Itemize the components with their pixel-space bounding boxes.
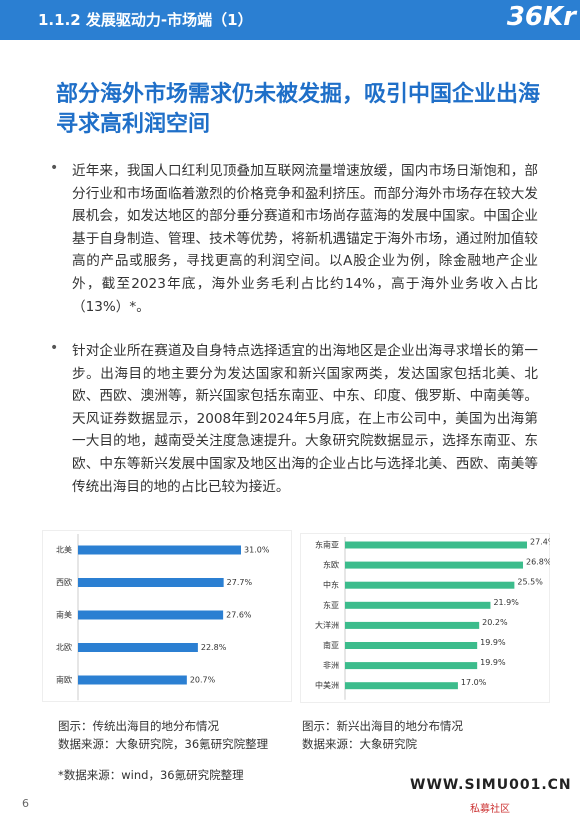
category-label: 北欧 bbox=[56, 642, 72, 652]
chart-source: 数据来源：大象研究院，36氪研究院整理 bbox=[58, 737, 269, 751]
category-label: 南美 bbox=[56, 610, 72, 620]
category-label: 中美洲 bbox=[315, 680, 339, 690]
footnote: *数据来源：wind，36氪研究院整理 bbox=[58, 768, 244, 782]
section-title: 1.1.2 发展驱动力-市场端（1） bbox=[38, 11, 253, 29]
chart-caption: 图示：传统出海目的地分布情况 bbox=[58, 719, 219, 733]
chart-frame bbox=[300, 533, 550, 703]
bar bbox=[345, 682, 458, 690]
value-label: 20.7% bbox=[190, 676, 216, 685]
category-label: 中东 bbox=[323, 580, 339, 590]
bar bbox=[78, 578, 224, 587]
bar bbox=[345, 662, 478, 670]
category-label: 大洋洲 bbox=[315, 620, 339, 630]
value-label: 27.7% bbox=[227, 578, 253, 587]
category-label: 东亚 bbox=[323, 600, 339, 610]
chart-caption: 图示：新兴出海目的地分布情况 bbox=[302, 719, 463, 733]
value-label: 27.6% bbox=[226, 611, 252, 620]
category-label: 南欧 bbox=[56, 675, 72, 685]
bar bbox=[78, 643, 198, 652]
value-label: 22.8% bbox=[201, 643, 227, 652]
watermark: 私募社区 bbox=[470, 804, 510, 815]
value-label: 27.4% bbox=[530, 538, 550, 547]
bar bbox=[78, 675, 187, 685]
value-label: 21.9% bbox=[493, 598, 519, 607]
bar bbox=[345, 621, 480, 629]
category-label: 西欧 bbox=[56, 577, 72, 587]
bullet-text: 近年来，我国人口红利见顶叠加互联网流量增速放缓，国内市场日渐饱和，部分行业和市场… bbox=[72, 163, 538, 315]
bullet-dot: • bbox=[50, 160, 59, 176]
logo: 36Kr bbox=[506, 2, 576, 32]
bullet-dot: • bbox=[50, 340, 59, 356]
chart: 东南亚 27.4% 东欧 26.8% 中东 25.5% 东亚 21.9% 大洋洲 20.2% 南亚 1… bbox=[300, 533, 550, 703]
page-number: 6 bbox=[22, 797, 29, 810]
bar bbox=[78, 545, 241, 555]
value-label: 20.2% bbox=[482, 618, 508, 627]
bar bbox=[345, 642, 478, 649]
watermark: WWW.SIMU001.CN bbox=[410, 777, 572, 793]
bar bbox=[345, 541, 527, 549]
category-label: 东南亚 bbox=[315, 540, 339, 550]
bullet-text: 针对企业所在赛道及自身特点选择适宜的出海地区是企业出海寻求增长的第一步。出海目的… bbox=[72, 343, 538, 495]
value-label: 19.9% bbox=[480, 658, 506, 667]
value-label: 17.0% bbox=[461, 678, 487, 687]
category-label: 非洲 bbox=[323, 660, 339, 670]
value-label: 19.9% bbox=[480, 638, 506, 647]
page-title: 部分海外市场需求仍未被发掘，吸引中国企业出海寻求高利润空间 bbox=[56, 82, 541, 137]
category-label: 东欧 bbox=[323, 560, 339, 570]
bar bbox=[345, 601, 491, 609]
value-label: 25.5% bbox=[517, 578, 543, 587]
value-label: 31.0% bbox=[244, 546, 270, 555]
category-label: 南亚 bbox=[323, 640, 339, 650]
bar bbox=[78, 610, 224, 620]
category-label: 北美 bbox=[56, 545, 72, 555]
bar bbox=[345, 581, 515, 589]
bar bbox=[345, 561, 524, 569]
chart-frame bbox=[42, 530, 292, 702]
chart-source: 数据来源：大象研究院 bbox=[302, 737, 417, 751]
header-bar bbox=[0, 0, 580, 40]
value-label: 26.8% bbox=[526, 558, 550, 567]
chart: 北美 31.0% 西欧 27.7% 南美 27.6% 北欧 22.8% 南欧 20.7% bbox=[42, 530, 292, 702]
